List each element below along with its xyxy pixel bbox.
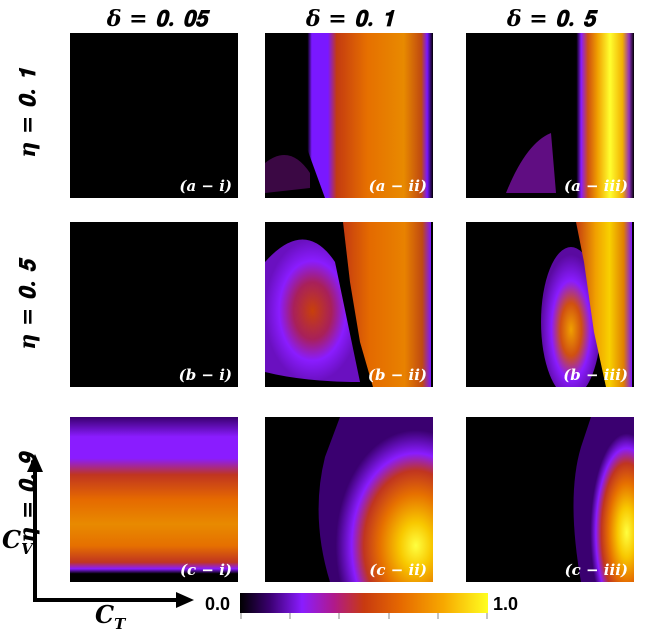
heatmap-panel: (a − iii) xyxy=(466,33,634,198)
panel-label: (c − i) xyxy=(179,561,232,579)
heat-region xyxy=(318,417,433,582)
panel-label: (a − i) xyxy=(179,177,232,195)
y-axis-label: CV xyxy=(2,525,33,558)
heatmap-canvas xyxy=(541,222,632,387)
heatmap-panel: (b − ii) xyxy=(265,222,433,387)
heatmap-canvas xyxy=(265,33,433,198)
heatmap-canvas xyxy=(70,417,238,582)
colorbar-min-label: 0.0 xyxy=(205,594,231,614)
x-axis-label-main: C xyxy=(95,600,115,629)
heatmap-panel: (a − i) xyxy=(70,33,238,198)
heatmap-canvas xyxy=(573,417,634,582)
heatmap-panel: (b − i) xyxy=(70,222,238,387)
column-header-delta-0.1: 𝜹 = 𝟎. 𝟏 xyxy=(305,6,395,32)
panel-label: (b − ii) xyxy=(367,366,427,384)
x-axis-label-sub: T xyxy=(114,614,126,633)
heat-region xyxy=(538,33,634,198)
colorbar-gradient xyxy=(240,593,488,613)
column-header-delta-0.5: 𝜹 = 𝟎. 𝟓 xyxy=(506,6,596,32)
heatmap-canvas xyxy=(318,417,433,582)
heatmap-panel: (b − iii) xyxy=(466,222,634,387)
panel-label: (b − i) xyxy=(178,366,232,384)
panel-label: (c − iii) xyxy=(564,561,628,579)
heat-tail xyxy=(265,155,310,193)
y-axis-label-main: C xyxy=(2,525,22,554)
heatmap-canvas xyxy=(70,222,238,387)
y-axis-label-sub: V xyxy=(21,539,33,558)
heatmap-canvas xyxy=(265,222,431,387)
panel-label: (b − iii) xyxy=(563,366,628,384)
row-header-eta-0.5: 𝜼 = 𝟎. 𝟓 xyxy=(15,260,41,350)
panel-label: (c − ii) xyxy=(369,561,427,579)
panel-label: (a − ii) xyxy=(368,177,427,195)
colorbar-ticks xyxy=(240,613,488,619)
heatmap-canvas xyxy=(70,33,238,198)
heat-loop xyxy=(265,239,360,382)
heatmap-panel: (a − ii) xyxy=(265,33,433,198)
x-axis-label: CT xyxy=(95,600,125,633)
x-axis-arrowhead xyxy=(176,592,194,608)
row-header-eta-0.1: 𝜼 = 𝟎. 𝟏 xyxy=(15,68,41,158)
heatmap-panel: (c − iii) xyxy=(466,417,634,582)
heat-loop xyxy=(541,247,601,387)
heatmap-panel: (c − ii) xyxy=(265,417,433,582)
heat-tail xyxy=(506,133,556,193)
column-header-delta-0.05: 𝜹 = 𝟎. 𝟎𝟓 xyxy=(106,6,208,32)
heatmap-canvas xyxy=(506,33,634,198)
colorbar xyxy=(240,593,488,619)
colorbar-max-label: 1.0 xyxy=(493,594,519,614)
panel-label: (a − iii) xyxy=(563,177,628,195)
heat-region xyxy=(287,33,433,198)
heat-region xyxy=(573,417,634,582)
heatmap-panel: (c − i) xyxy=(70,417,238,582)
heat-band xyxy=(70,417,238,582)
heat-region xyxy=(576,222,632,387)
heat-region xyxy=(343,222,431,387)
